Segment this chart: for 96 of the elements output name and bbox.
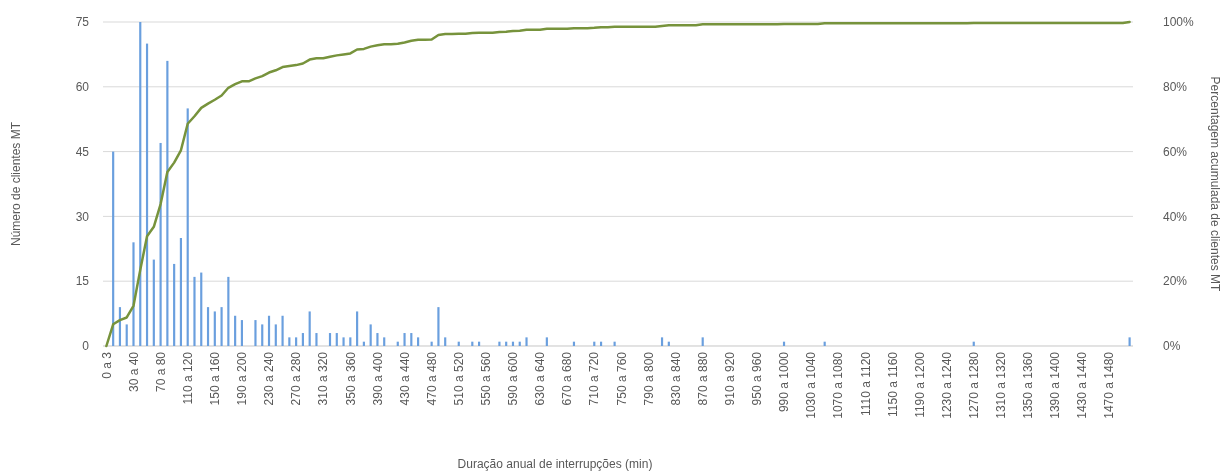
bar — [213, 311, 216, 346]
bar — [1128, 337, 1131, 346]
bar — [132, 242, 135, 346]
bar — [376, 333, 379, 346]
x-tick-label: 1270 a 1280 — [966, 351, 981, 419]
x-tick-label: 350 a 360 — [343, 351, 358, 406]
y-tick-label: 45 — [75, 144, 90, 159]
bar — [383, 337, 386, 346]
y2-tick-label: 80% — [1163, 80, 1188, 94]
bar — [152, 259, 155, 346]
x-tick-label: 910 a 920 — [723, 351, 738, 406]
x-tick-label: 150 a 160 — [208, 351, 223, 406]
bar — [335, 333, 338, 346]
bar — [234, 315, 237, 346]
x-tick-label: 990 a 1000 — [777, 351, 792, 413]
bar — [227, 276, 230, 346]
bar — [200, 272, 203, 346]
bar — [288, 337, 291, 346]
y2-tick-label: 0% — [1163, 339, 1181, 354]
x-tick-label: 1390 a 1400 — [1048, 351, 1063, 419]
x-tick-label: 470 a 480 — [424, 351, 439, 406]
x-tick-label: 1070 a 1080 — [831, 351, 846, 419]
x-tick-label: 1350 a 1360 — [1021, 351, 1036, 419]
x-tick-label: 1110 a 1120 — [858, 351, 873, 417]
bar — [328, 333, 332, 346]
bar — [308, 311, 311, 346]
x-tick-label: 950 a 960 — [750, 351, 765, 406]
x-tick-label: 1030 a 1040 — [804, 351, 819, 419]
bar — [240, 320, 243, 346]
x-axis-title: Duração anual de interrupções (min) — [457, 457, 653, 471]
y-tick-label: 15 — [75, 274, 90, 289]
bar — [525, 337, 528, 346]
bar — [193, 276, 196, 346]
x-tick-label: 750 a 760 — [614, 351, 629, 406]
bar — [206, 307, 210, 346]
bar — [186, 108, 189, 346]
y2-tick-label: 60% — [1163, 144, 1188, 159]
bar — [417, 337, 420, 346]
bar — [545, 337, 548, 346]
x-tick-label: 590 a 600 — [506, 351, 521, 406]
bar — [356, 311, 359, 346]
bar — [410, 333, 413, 346]
x-tick-label: 670 a 680 — [560, 351, 575, 406]
x-tick-label: 550 a 560 — [479, 351, 494, 406]
bar — [444, 337, 447, 346]
x-tick-label: 1190 a 1200 — [912, 351, 927, 418]
x-tick-label: 830 a 840 — [668, 351, 683, 406]
bar — [403, 333, 406, 346]
y2-tick-label: 20% — [1163, 274, 1188, 289]
y2-axis-title: Percentagem acumulada de clientes MT — [1208, 76, 1222, 293]
x-tick-label: 710 a 720 — [587, 351, 602, 406]
line-series — [105, 20, 1131, 348]
y-tick-label: 0 — [82, 339, 90, 354]
y2-tick-label: 40% — [1163, 209, 1188, 224]
x-tick-label: 190 a 200 — [235, 351, 250, 406]
x-tick-label: 0 a 3 — [99, 351, 114, 379]
x-tick-label: 1310 a 1320 — [994, 351, 1009, 419]
x-tick-label: 790 a 800 — [641, 351, 656, 406]
x-tick-label: 1470 a 1480 — [1102, 351, 1117, 419]
y-tick-label: 75 — [75, 15, 90, 30]
bar — [125, 324, 128, 346]
x-tick-label: 1430 a 1440 — [1075, 351, 1090, 419]
bar — [315, 333, 318, 346]
y-tick-label: 30 — [75, 209, 90, 224]
bar — [369, 324, 372, 346]
x-tick-label: 1150 a 1160 — [885, 351, 900, 417]
x-tick-label: 310 a 320 — [316, 351, 331, 406]
x-tick-label: 1230 a 1240 — [939, 351, 954, 419]
x-tick-label: 390 a 400 — [370, 351, 385, 406]
x-tick-label: 510 a 520 — [451, 351, 466, 406]
bar — [349, 337, 352, 346]
bar — [437, 307, 440, 346]
x-tick-label: 630 a 640 — [533, 351, 548, 406]
x-tick-label: 870 a 880 — [695, 351, 710, 406]
bar — [301, 333, 304, 346]
bar — [342, 337, 345, 346]
x-tick-label: 30 a 40 — [126, 351, 141, 393]
bar — [254, 320, 257, 346]
bar — [220, 307, 223, 346]
x-tick-label: 70 a 80 — [153, 351, 168, 393]
bar — [261, 324, 264, 346]
x-tick-label: 430 a 440 — [397, 351, 412, 406]
bar — [660, 337, 664, 346]
bar — [701, 337, 704, 346]
bar — [295, 337, 298, 346]
bar — [274, 324, 277, 346]
y-axis-title: Número de clientes MT — [9, 121, 23, 247]
x-tick-label: 230 a 240 — [262, 351, 277, 406]
bar — [179, 238, 183, 346]
bar — [267, 315, 271, 346]
x-tick-label: 270 a 280 — [289, 351, 304, 406]
y-tick-label: 60 — [75, 80, 90, 94]
y2-tick-label: 100% — [1163, 15, 1195, 30]
bar — [281, 315, 284, 346]
bar — [173, 263, 176, 346]
x-tick-label: 110 a 120 — [180, 351, 195, 405]
